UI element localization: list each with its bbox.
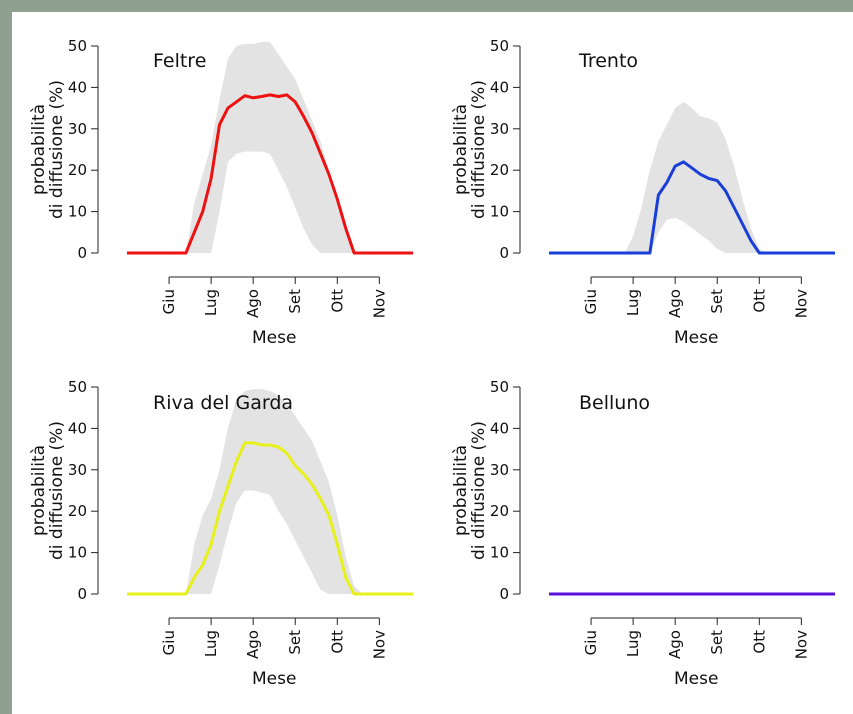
x-tick-label: Ott [328, 289, 346, 313]
x-axis-title: Mese [674, 669, 718, 689]
x-axis: Giu Lug Ago Set Ott Nov Mese [582, 276, 810, 348]
y-tick-label: 40 [68, 78, 87, 96]
x-axis-title: Mese [252, 669, 296, 689]
y-tick-label: 30 [490, 461, 509, 479]
x-tick-label: Ott [328, 630, 346, 654]
x-tick-label: Ago [666, 630, 684, 659]
y-tick-label: 50 [490, 378, 509, 396]
x-tick-label: Lug [624, 630, 642, 657]
uncertainty-band [127, 389, 413, 594]
y-axis-title-line1: probabilità [29, 445, 49, 536]
x-tick-label: Ott [750, 289, 768, 313]
y-axis-title-line1: probabilità [29, 104, 49, 195]
x-tick-label: Ago [244, 630, 262, 659]
y-axis-title-line1: probabilità [451, 104, 471, 195]
y-tick-label: 20 [68, 161, 87, 179]
uncertainty-band [127, 41, 413, 254]
y-tick-label: 50 [68, 378, 87, 396]
median-line [549, 160, 835, 255]
panel-title: Belluno [579, 392, 650, 414]
x-tick-label: Giu [582, 630, 600, 655]
x-tick-label: Lug [202, 289, 220, 316]
y-axis-title-line2: di diffusione (%) [469, 421, 489, 560]
x-tick-label: Nov [792, 630, 810, 659]
x-tick-label: Set [286, 630, 304, 655]
median-line [127, 93, 413, 255]
x-tick-label: Ott [750, 630, 768, 654]
panel-title: Feltre [153, 50, 206, 72]
y-tick-label: 30 [68, 120, 87, 138]
y-tick-label: 20 [490, 161, 509, 179]
y-tick-label: 10 [68, 544, 87, 562]
x-axis-title: Mese [252, 328, 296, 348]
y-tick-label: 10 [490, 544, 509, 562]
y-tick-label: 0 [499, 244, 509, 262]
y-tick-label: 10 [490, 203, 509, 221]
x-tick-label: Giu [160, 289, 178, 314]
x-tick-label: Lug [624, 289, 642, 316]
y-axis-title-line2: di diffusione (%) [47, 421, 67, 560]
x-tick-label: Set [708, 289, 726, 314]
median-line [127, 441, 413, 596]
y-tick-label: 40 [490, 78, 509, 96]
x-tick-label: Ago [244, 289, 262, 318]
y-tick-label: 0 [77, 244, 87, 262]
x-tick-label: Lug [202, 630, 220, 657]
y-tick-label: 20 [490, 502, 509, 520]
x-axis-title: Mese [674, 328, 718, 348]
x-axis: Giu Lug Ago Set Ott Nov Mese [160, 276, 388, 348]
x-tick-label: Nov [370, 630, 388, 659]
x-tick-label: Giu [160, 630, 178, 655]
x-axis: Giu Lug Ago Set Ott Nov Mese [160, 617, 388, 689]
y-tick-label: 0 [499, 585, 509, 603]
x-tick-label: Set [708, 630, 726, 655]
x-tick-label: Nov [370, 289, 388, 318]
uncertainty-band [549, 101, 835, 254]
y-tick-label: 50 [490, 37, 509, 55]
y-tick-label: 50 [68, 37, 87, 55]
y-axis-title-line2: di diffusione (%) [469, 80, 489, 219]
x-tick-label: Giu [582, 289, 600, 314]
x-tick-label: Nov [792, 289, 810, 318]
y-tick-label: 30 [68, 461, 87, 479]
panel-title: Riva del Garda [153, 392, 293, 414]
x-axis: Giu Lug Ago Set Ott Nov Mese [582, 617, 810, 689]
y-tick-label: 0 [77, 585, 87, 603]
y-tick-label: 40 [490, 419, 509, 437]
y-axis-title-line2: di diffusione (%) [47, 80, 67, 219]
y-tick-label: 20 [68, 502, 87, 520]
panel-title: Trento [578, 50, 638, 72]
y-tick-label: 30 [490, 120, 509, 138]
y-tick-label: 40 [68, 419, 87, 437]
x-tick-label: Set [286, 289, 304, 314]
y-axis-title-line1: probabilità [451, 445, 471, 536]
y-tick-label: 10 [68, 203, 87, 221]
x-tick-label: Ago [666, 289, 684, 318]
